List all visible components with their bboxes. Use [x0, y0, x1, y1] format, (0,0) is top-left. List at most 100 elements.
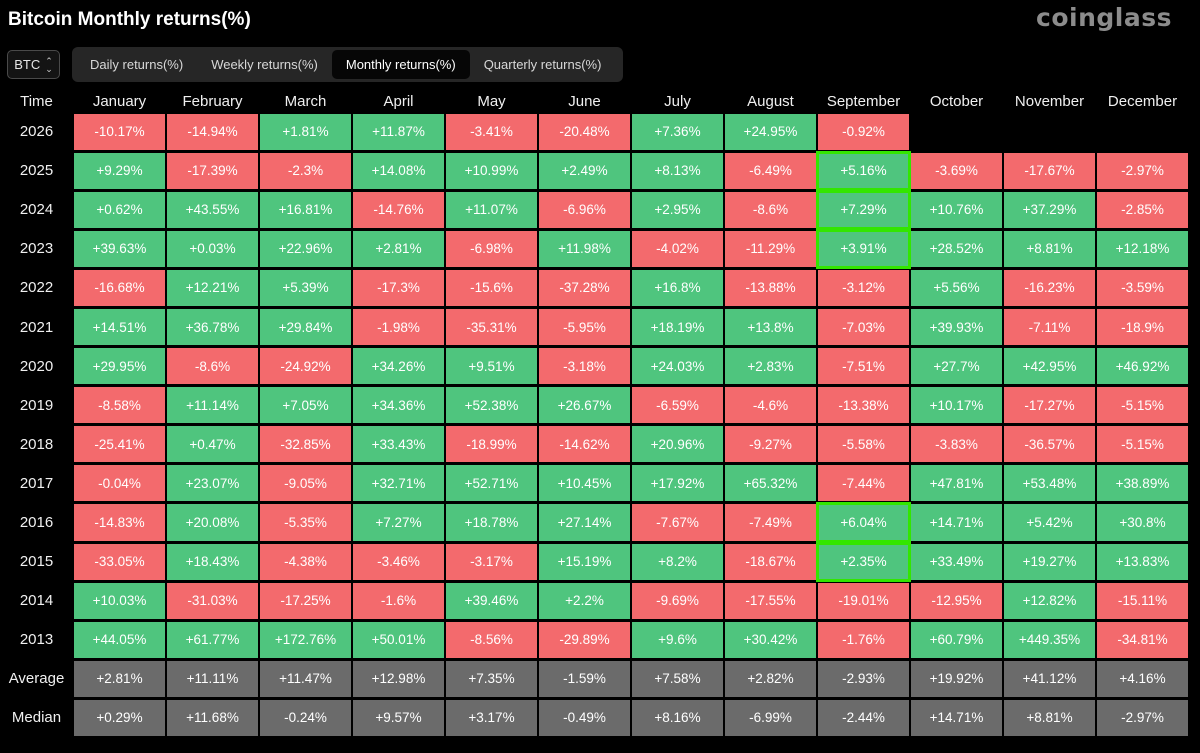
year-label: 2014: [19, 592, 54, 610]
return-cell: -6.59%: [632, 387, 723, 424]
return-cell: +24.95%: [725, 113, 816, 150]
tab-quarterly-returns[interactable]: Quarterly returns(%): [483, 57, 602, 72]
return-cell: +16.8%: [632, 269, 723, 306]
return-cell: -17.55%: [725, 582, 816, 619]
return-cell: +43.55%: [167, 191, 258, 228]
summary-cell: -2.44%: [818, 699, 909, 736]
return-cell: +12.18%: [1097, 230, 1188, 267]
return-cell: +11.98%: [539, 230, 630, 267]
summary-cell: -1.59%: [539, 660, 630, 697]
year-label: 2023: [19, 240, 54, 258]
return-cell: -32.85%: [260, 426, 351, 463]
return-cell: +14.71%: [911, 504, 1002, 541]
return-cell: -17.3%: [353, 269, 444, 306]
summary-cell: -6.99%: [725, 699, 816, 736]
return-cell: -7.44%: [818, 465, 909, 502]
return-cell: +60.79%: [911, 621, 1002, 658]
tab-monthly-returns[interactable]: Monthly returns(%): [331, 50, 470, 79]
return-cell: +11.07%: [446, 191, 537, 228]
return-cell: -12.95%: [911, 582, 1002, 619]
chevron-updown-icon: ⌃ ⌄: [45, 55, 53, 74]
return-cell: +11.87%: [353, 113, 444, 150]
return-cell: +11.14%: [167, 387, 258, 424]
return-cell: +36.78%: [167, 308, 258, 346]
summary-cell: +8.81%: [1004, 699, 1095, 736]
return-cell: -0.92%: [818, 113, 909, 150]
return-cell: -8.6%: [725, 191, 816, 228]
return-cell: +23.07%: [167, 465, 258, 502]
return-cell: -35.31%: [446, 308, 537, 346]
return-cell: -7.49%: [725, 504, 816, 541]
return-cell: +27.14%: [539, 504, 630, 541]
return-cell: -3.59%: [1097, 269, 1188, 306]
summary-cell: +7.35%: [446, 660, 537, 697]
return-cell: -7.67%: [632, 504, 723, 541]
return-cell: +3.91%: [816, 228, 911, 269]
return-cell: -1.76%: [818, 621, 909, 658]
return-cell: +2.83%: [725, 348, 816, 385]
return-cell: -6.96%: [539, 191, 630, 228]
return-cell: +52.38%: [446, 387, 537, 424]
return-cell: +24.03%: [632, 348, 723, 385]
return-cell: -13.88%: [725, 269, 816, 306]
tab-weekly-returns[interactable]: Weekly returns(%): [211, 57, 318, 72]
return-cell: -8.6%: [167, 348, 258, 385]
return-cell: +29.95%: [74, 348, 165, 385]
summary-cell: +11.11%: [167, 660, 258, 697]
return-cell: -17.27%: [1004, 387, 1095, 424]
return-cell: -17.39%: [167, 152, 258, 189]
return-cell: -24.92%: [260, 348, 351, 385]
column-header: September: [826, 92, 901, 110]
summary-cell: -0.49%: [539, 699, 630, 736]
return-cell: -16.23%: [1004, 269, 1095, 306]
year-label: 2021: [19, 318, 54, 336]
return-cell: +6.04%: [816, 502, 911, 543]
return-cell: +10.76%: [911, 191, 1002, 228]
column-header: April: [383, 92, 414, 110]
return-cell: -1.98%: [353, 308, 444, 346]
return-cell: +12.21%: [167, 269, 258, 306]
return-cell: -4.38%: [260, 543, 351, 580]
summary-label: Average: [8, 670, 65, 688]
return-cell: -9.05%: [260, 465, 351, 502]
year-label: 2025: [19, 162, 54, 180]
return-cell: -6.49%: [725, 152, 816, 189]
return-cell: +8.2%: [632, 543, 723, 580]
return-cell: +172.76%: [260, 621, 351, 658]
return-cell: +37.29%: [1004, 191, 1095, 228]
return-cell: -6.98%: [446, 230, 537, 267]
asset-select[interactable]: BTC ⌃ ⌄: [7, 50, 60, 79]
return-cell: +9.29%: [74, 152, 165, 189]
column-header: December: [1107, 92, 1178, 110]
return-cell: -31.03%: [167, 582, 258, 619]
return-cell: +15.19%: [539, 543, 630, 580]
return-cell: +20.96%: [632, 426, 723, 463]
summary-cell: +2.81%: [74, 660, 165, 697]
return-cell: +18.78%: [446, 504, 537, 541]
return-cell: +39.63%: [74, 230, 165, 267]
return-cell: +30.42%: [725, 621, 816, 658]
return-cell: -3.17%: [446, 543, 537, 580]
return-cell: +0.47%: [167, 426, 258, 463]
summary-cell: +7.58%: [632, 660, 723, 697]
column-header: March: [284, 92, 327, 110]
return-cell: +7.36%: [632, 113, 723, 150]
return-cell: -3.41%: [446, 113, 537, 150]
empty-cell: [1097, 114, 1188, 150]
tab-daily-returns[interactable]: Daily returns(%): [90, 57, 184, 72]
return-cell: +30.8%: [1097, 504, 1188, 541]
return-cell: -0.04%: [74, 465, 165, 502]
return-cell: -29.89%: [539, 621, 630, 658]
return-cell: -3.18%: [539, 348, 630, 385]
return-cell: -9.27%: [725, 426, 816, 463]
year-label: 2015: [19, 553, 54, 571]
return-cell: -11.29%: [725, 230, 816, 267]
return-cell: +5.42%: [1004, 504, 1095, 541]
return-cell: +26.67%: [539, 387, 630, 424]
summary-cell: +11.68%: [167, 699, 258, 736]
return-cell: +12.82%: [1004, 582, 1095, 619]
return-cell: +46.92%: [1097, 348, 1188, 385]
return-cell: +7.27%: [353, 504, 444, 541]
return-cell: +7.29%: [816, 189, 911, 230]
return-cell: +14.08%: [353, 152, 444, 189]
